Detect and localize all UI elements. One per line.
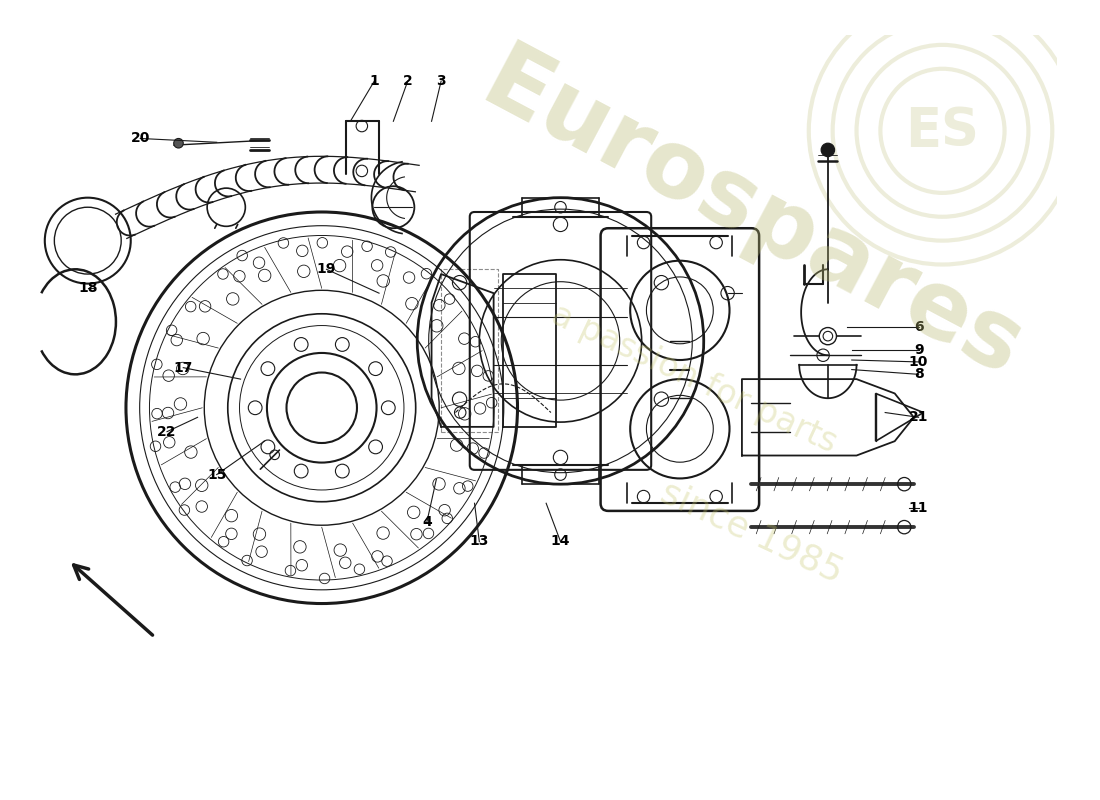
- Text: 6: 6: [914, 319, 923, 334]
- Text: 10: 10: [909, 355, 928, 369]
- Text: 1: 1: [370, 74, 379, 88]
- Text: Eurospares: Eurospares: [466, 36, 1037, 398]
- Text: 22: 22: [157, 425, 177, 438]
- Text: 2: 2: [403, 74, 412, 88]
- Text: ES: ES: [905, 105, 979, 157]
- Text: 20: 20: [131, 131, 150, 146]
- Text: 8: 8: [914, 367, 924, 382]
- Text: 11: 11: [909, 501, 928, 515]
- Text: 4: 4: [422, 515, 431, 530]
- Text: 9: 9: [914, 343, 923, 358]
- Text: 18: 18: [78, 282, 98, 295]
- Text: 15: 15: [207, 468, 227, 482]
- Text: 3: 3: [437, 74, 446, 88]
- Text: 21: 21: [909, 410, 928, 424]
- Text: 13: 13: [470, 534, 490, 549]
- Text: 19: 19: [317, 262, 337, 276]
- Text: a passion for parts: a passion for parts: [547, 298, 843, 460]
- Circle shape: [822, 143, 835, 157]
- Text: 14: 14: [551, 534, 570, 549]
- Text: 17: 17: [174, 361, 192, 374]
- Circle shape: [820, 327, 836, 345]
- Circle shape: [174, 138, 184, 148]
- Text: since 1985: since 1985: [654, 475, 848, 589]
